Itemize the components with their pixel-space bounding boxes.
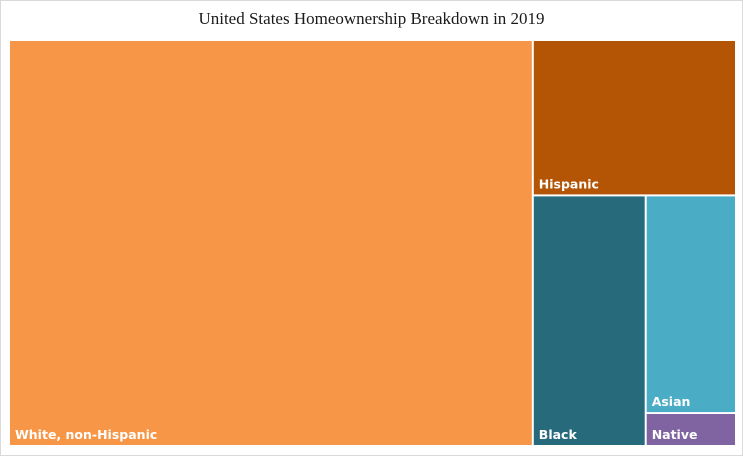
tile-label-white-non-hispanic: White, non-Hispanic: [15, 427, 157, 442]
tile-asian: [646, 196, 735, 413]
tile-label-hispanic: Hispanic: [539, 176, 599, 191]
tile-label-native: Native: [652, 427, 698, 442]
chart-title: United States Homeownership Breakdown in…: [198, 9, 545, 28]
tile-label-asian: Asian: [652, 394, 691, 409]
tile-black: [533, 196, 645, 445]
tile-label-black: Black: [539, 427, 578, 442]
tile-native: [646, 414, 735, 445]
tile-hispanic: [533, 41, 735, 195]
tile-white-non-hispanic: [10, 41, 532, 445]
